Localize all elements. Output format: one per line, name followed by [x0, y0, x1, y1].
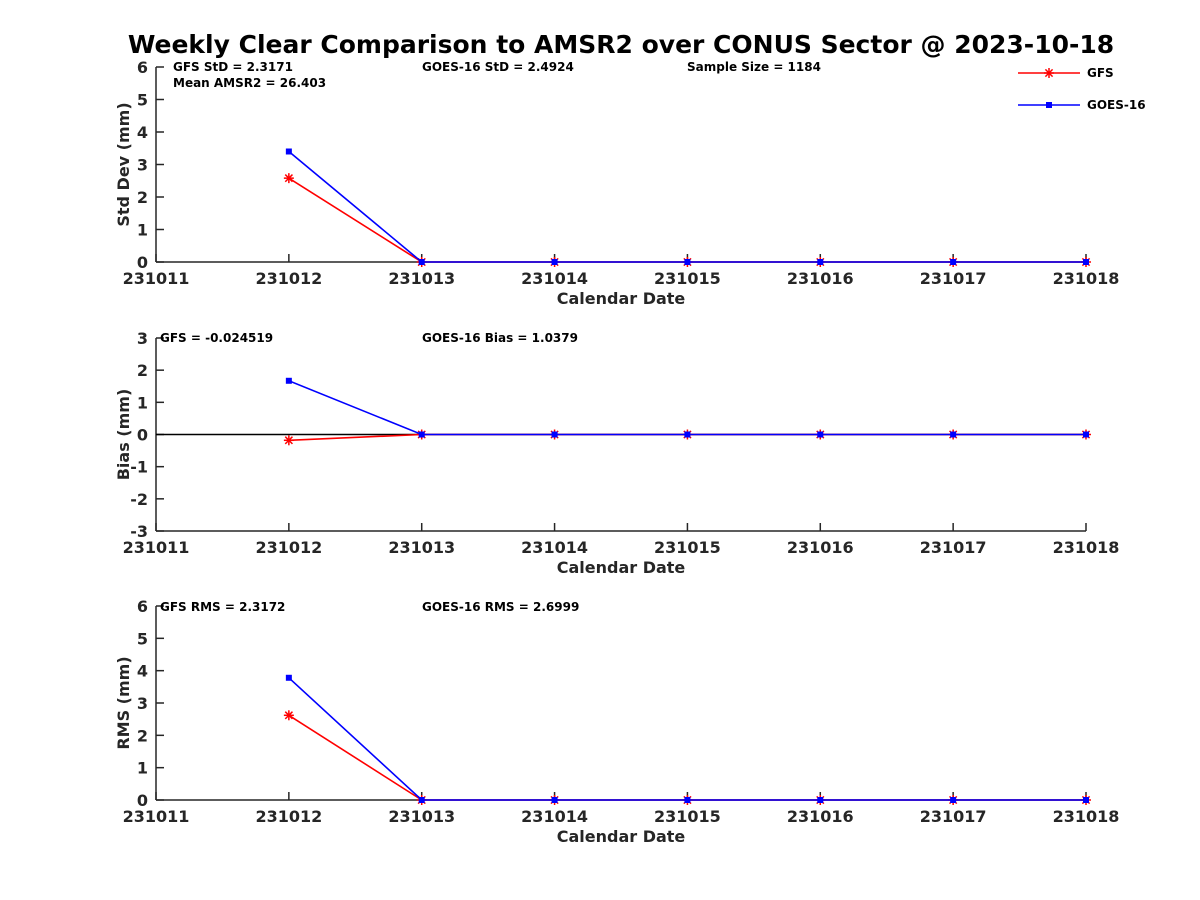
- x-tick-label: 231011: [123, 538, 190, 557]
- x-tick-label: 231017: [920, 807, 987, 826]
- x-tick-label: 231015: [654, 538, 721, 557]
- legend-marker-goes16: [1046, 102, 1052, 108]
- goes16-data-point: [418, 431, 425, 438]
- goes16-data-point: [950, 259, 957, 265]
- x-tick-label: 231016: [787, 807, 854, 826]
- x-tick-label: 231012: [255, 269, 322, 288]
- gfs-marker-stroke: [284, 711, 293, 720]
- goes16-data-point: [418, 259, 425, 265]
- y-tick-label: 2: [137, 188, 148, 207]
- goes16-data-point: [817, 431, 824, 438]
- y-tick-label: 6: [137, 58, 148, 77]
- y-tick-label: 3: [137, 156, 148, 175]
- stat-annotation: GOES-16 RMS = 2.6999: [422, 600, 579, 614]
- goes16-data-point: [551, 259, 558, 265]
- y-tick-label: 5: [137, 91, 148, 110]
- x-tick-label: 231011: [123, 269, 190, 288]
- goes16-data-point: [285, 377, 292, 384]
- legend-label: GFS: [1087, 66, 1114, 80]
- goes16-data-point: [684, 431, 691, 438]
- goes16-data-point: [950, 431, 957, 438]
- y-tick-label: 1: [137, 759, 148, 778]
- y-tick-label: 3: [137, 329, 148, 348]
- y-tick-label: 6: [137, 597, 148, 616]
- series-line-goes-16: [288, 380, 1086, 436]
- x-tick-label: 231018: [1053, 538, 1120, 557]
- y-tick-label: -1: [130, 458, 148, 477]
- stat-annotation: GFS = -0.024519: [160, 331, 273, 345]
- x-axis-label: Calendar Date: [557, 289, 686, 308]
- goes16-data-point: [1083, 431, 1089, 438]
- stat-annotation: Mean AMSR2 = 26.403: [173, 76, 326, 90]
- y-tick-label: 4: [137, 662, 148, 681]
- x-tick-label: 231014: [521, 538, 588, 557]
- goes16-data-point: [285, 148, 292, 155]
- x-tick-label: 231014: [521, 269, 588, 288]
- y-axis-label: Bias (mm): [114, 389, 133, 481]
- legend-marker-stroke: [1044, 68, 1054, 78]
- x-tick-label: 231012: [255, 538, 322, 557]
- y-tick-label: 4: [137, 123, 148, 142]
- x-axis-label: Calendar Date: [557, 558, 686, 577]
- legend-label: GOES-16: [1087, 98, 1146, 112]
- y-tick-label: 1: [137, 393, 148, 412]
- y-tick-label: 3: [137, 694, 148, 713]
- stat-annotation: Sample Size = 1184: [687, 60, 821, 74]
- x-tick-label: 231015: [654, 269, 721, 288]
- x-tick-label: 231015: [654, 807, 721, 826]
- y-axis-label: Std Dev (mm): [114, 102, 133, 226]
- x-tick-label: 231013: [388, 269, 455, 288]
- series-line-gfs: [288, 177, 1086, 263]
- goes16-data-point: [817, 259, 824, 265]
- x-tick-label: 231017: [920, 538, 987, 557]
- x-tick-label: 231013: [388, 807, 455, 826]
- goes16-data-point: [1083, 259, 1089, 265]
- goes16-data-point: [684, 797, 691, 803]
- goes16-data-point: [1083, 797, 1089, 803]
- chart-title: Weekly Clear Comparison to AMSR2 over CO…: [127, 30, 1115, 59]
- x-tick-label: 231014: [521, 807, 588, 826]
- x-tick-label: 231012: [255, 807, 322, 826]
- stat-annotation: GFS RMS = 2.3172: [160, 600, 285, 614]
- goes16-data-point: [551, 431, 558, 438]
- series-line-goes-16: [288, 677, 1086, 801]
- x-tick-label: 231017: [920, 269, 987, 288]
- goes16-data-point: [551, 797, 558, 803]
- x-tick-label: 231011: [123, 807, 190, 826]
- gfs-marker-stroke: [284, 436, 293, 445]
- x-tick-label: 231016: [787, 538, 854, 557]
- gfs-marker-stroke: [284, 174, 293, 183]
- goes16-data-point: [285, 674, 292, 681]
- stat-annotation: GOES-16 StD = 2.4924: [422, 60, 574, 74]
- y-tick-label: -2: [130, 490, 148, 509]
- x-tick-label: 231018: [1053, 807, 1120, 826]
- gfs-data-point: [283, 710, 294, 721]
- y-tick-label: 2: [137, 726, 148, 745]
- gfs-data-point: [283, 173, 294, 184]
- goes16-data-point: [684, 259, 691, 265]
- y-tick-label: 1: [137, 221, 148, 240]
- gfs-data-point: [283, 435, 294, 446]
- x-tick-label: 231016: [787, 269, 854, 288]
- y-axis-label: RMS (mm): [114, 656, 133, 749]
- y-tick-label: 5: [137, 629, 148, 648]
- goes16-data-point: [950, 797, 957, 803]
- x-axis-label: Calendar Date: [557, 827, 686, 846]
- x-tick-label: 231013: [388, 538, 455, 557]
- legend-marker-gfs: [1044, 68, 1054, 78]
- y-tick-label: 0: [137, 791, 148, 810]
- y-tick-label: 0: [137, 253, 148, 272]
- goes16-data-point: [418, 797, 425, 803]
- y-tick-label: -3: [130, 522, 148, 541]
- x-tick-label: 231018: [1053, 269, 1120, 288]
- stat-annotation: GFS StD = 2.3171: [173, 60, 293, 74]
- y-tick-label: 2: [137, 361, 148, 380]
- stat-annotation: GOES-16 Bias = 1.0379: [422, 331, 578, 345]
- y-tick-label: 0: [137, 426, 148, 445]
- goes16-data-point: [817, 797, 824, 803]
- series-line-goes-16: [288, 150, 1086, 263]
